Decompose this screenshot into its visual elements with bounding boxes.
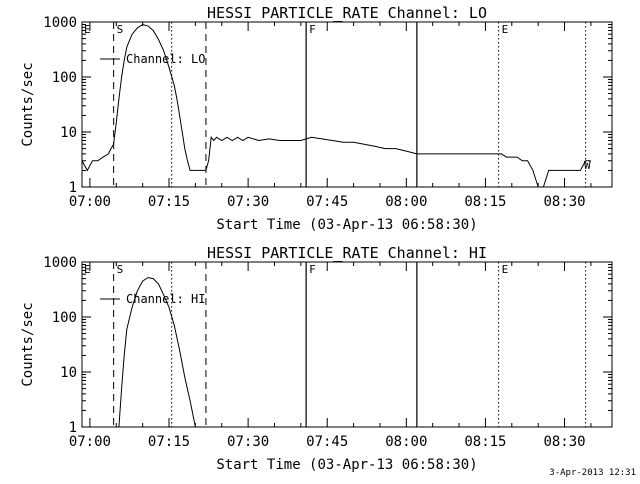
chart-lo-xtick-label: 08:15 [464,194,506,210]
chart-hi-ytick-label: 10 [60,365,77,381]
chart-hi-x-axis-label: Start Time (03-Apr-13 06:58:30) [216,457,477,473]
chart-hi-xtick-label: 07:00 [69,434,111,450]
chart-lo-ytick-label: 1 [69,180,77,196]
chart-hi-plot-frame [81,261,613,428]
chart-hi-panel: HESSI PARTICLE_RATE Channel: HI 1 10 100 100… [20,244,613,473]
chart-hi-title: HESSI PARTICLE_RATE Channel: HI [207,244,487,262]
chart-hi-ytick-label: 1000 [43,255,77,271]
chart-lo-corner-label-left: E [84,23,91,36]
chart-lo-title: HESSI PARTICLE_RATE Channel: LO [207,4,487,22]
chart-hi-xtick-label: 07:30 [227,434,269,450]
chart-lo-ytick-label: 100 [52,70,77,86]
chart-lo-plot-frame [81,21,613,188]
chart-lo-ytick-label: 1000 [43,15,77,31]
chart-hi-event-label: F [309,263,316,276]
chart-lo-legend-entry: Channel: LO [126,52,205,66]
chart-lo-xtick-label: 07:00 [69,194,111,210]
chart-lo-event-label: E [502,23,509,36]
chart-lo-series-line [81,23,591,188]
chart-hi-ytick-label: 1 [69,420,77,436]
chart-lo-ytick-label: 10 [60,125,77,141]
chart-lo-panel: HESSI PARTICLE_RATE Channel: LO 1 10 100 100… [20,4,613,233]
chart-hi-event-label: E [502,263,509,276]
chart-lo-corner-label-right: W [584,159,591,172]
chart-lo-event-label: F [309,23,316,36]
chart-hi-event-label: S [117,263,124,276]
chart-lo-xtick-label: 08:30 [543,194,585,210]
chart-lo-xtick-label: 07:45 [306,194,348,210]
chart-hi-xtick-label: 08:15 [464,434,506,450]
footer-timestamp: 3-Apr-2013 12:31 [549,468,636,478]
chart-hi-corner-label-left: E [84,263,91,276]
chart-hi-xtick-label: 08:30 [543,434,585,450]
chart-lo-event-label: S [117,23,124,36]
chart-hi-xtick-label: 07:15 [148,434,190,450]
chart-lo-x-axis-label: Start Time (03-Apr-13 06:58:30) [216,217,477,233]
chart-hi-xtick-label: 07:45 [306,434,348,450]
chart-lo-xtick-label: 08:00 [385,194,427,210]
chart-lo-xtick-label: 07:15 [148,194,190,210]
chart-hi-y-axis-label: Counts/sec [20,302,36,386]
chart-hi-ytick-label: 100 [52,310,77,326]
chart-hi-series-line [118,277,196,428]
chart-lo-y-axis-label: Counts/sec [20,62,36,146]
chart-hi-xtick-label: 08:00 [385,434,427,450]
chart-lo-xtick-label: 07:30 [227,194,269,210]
